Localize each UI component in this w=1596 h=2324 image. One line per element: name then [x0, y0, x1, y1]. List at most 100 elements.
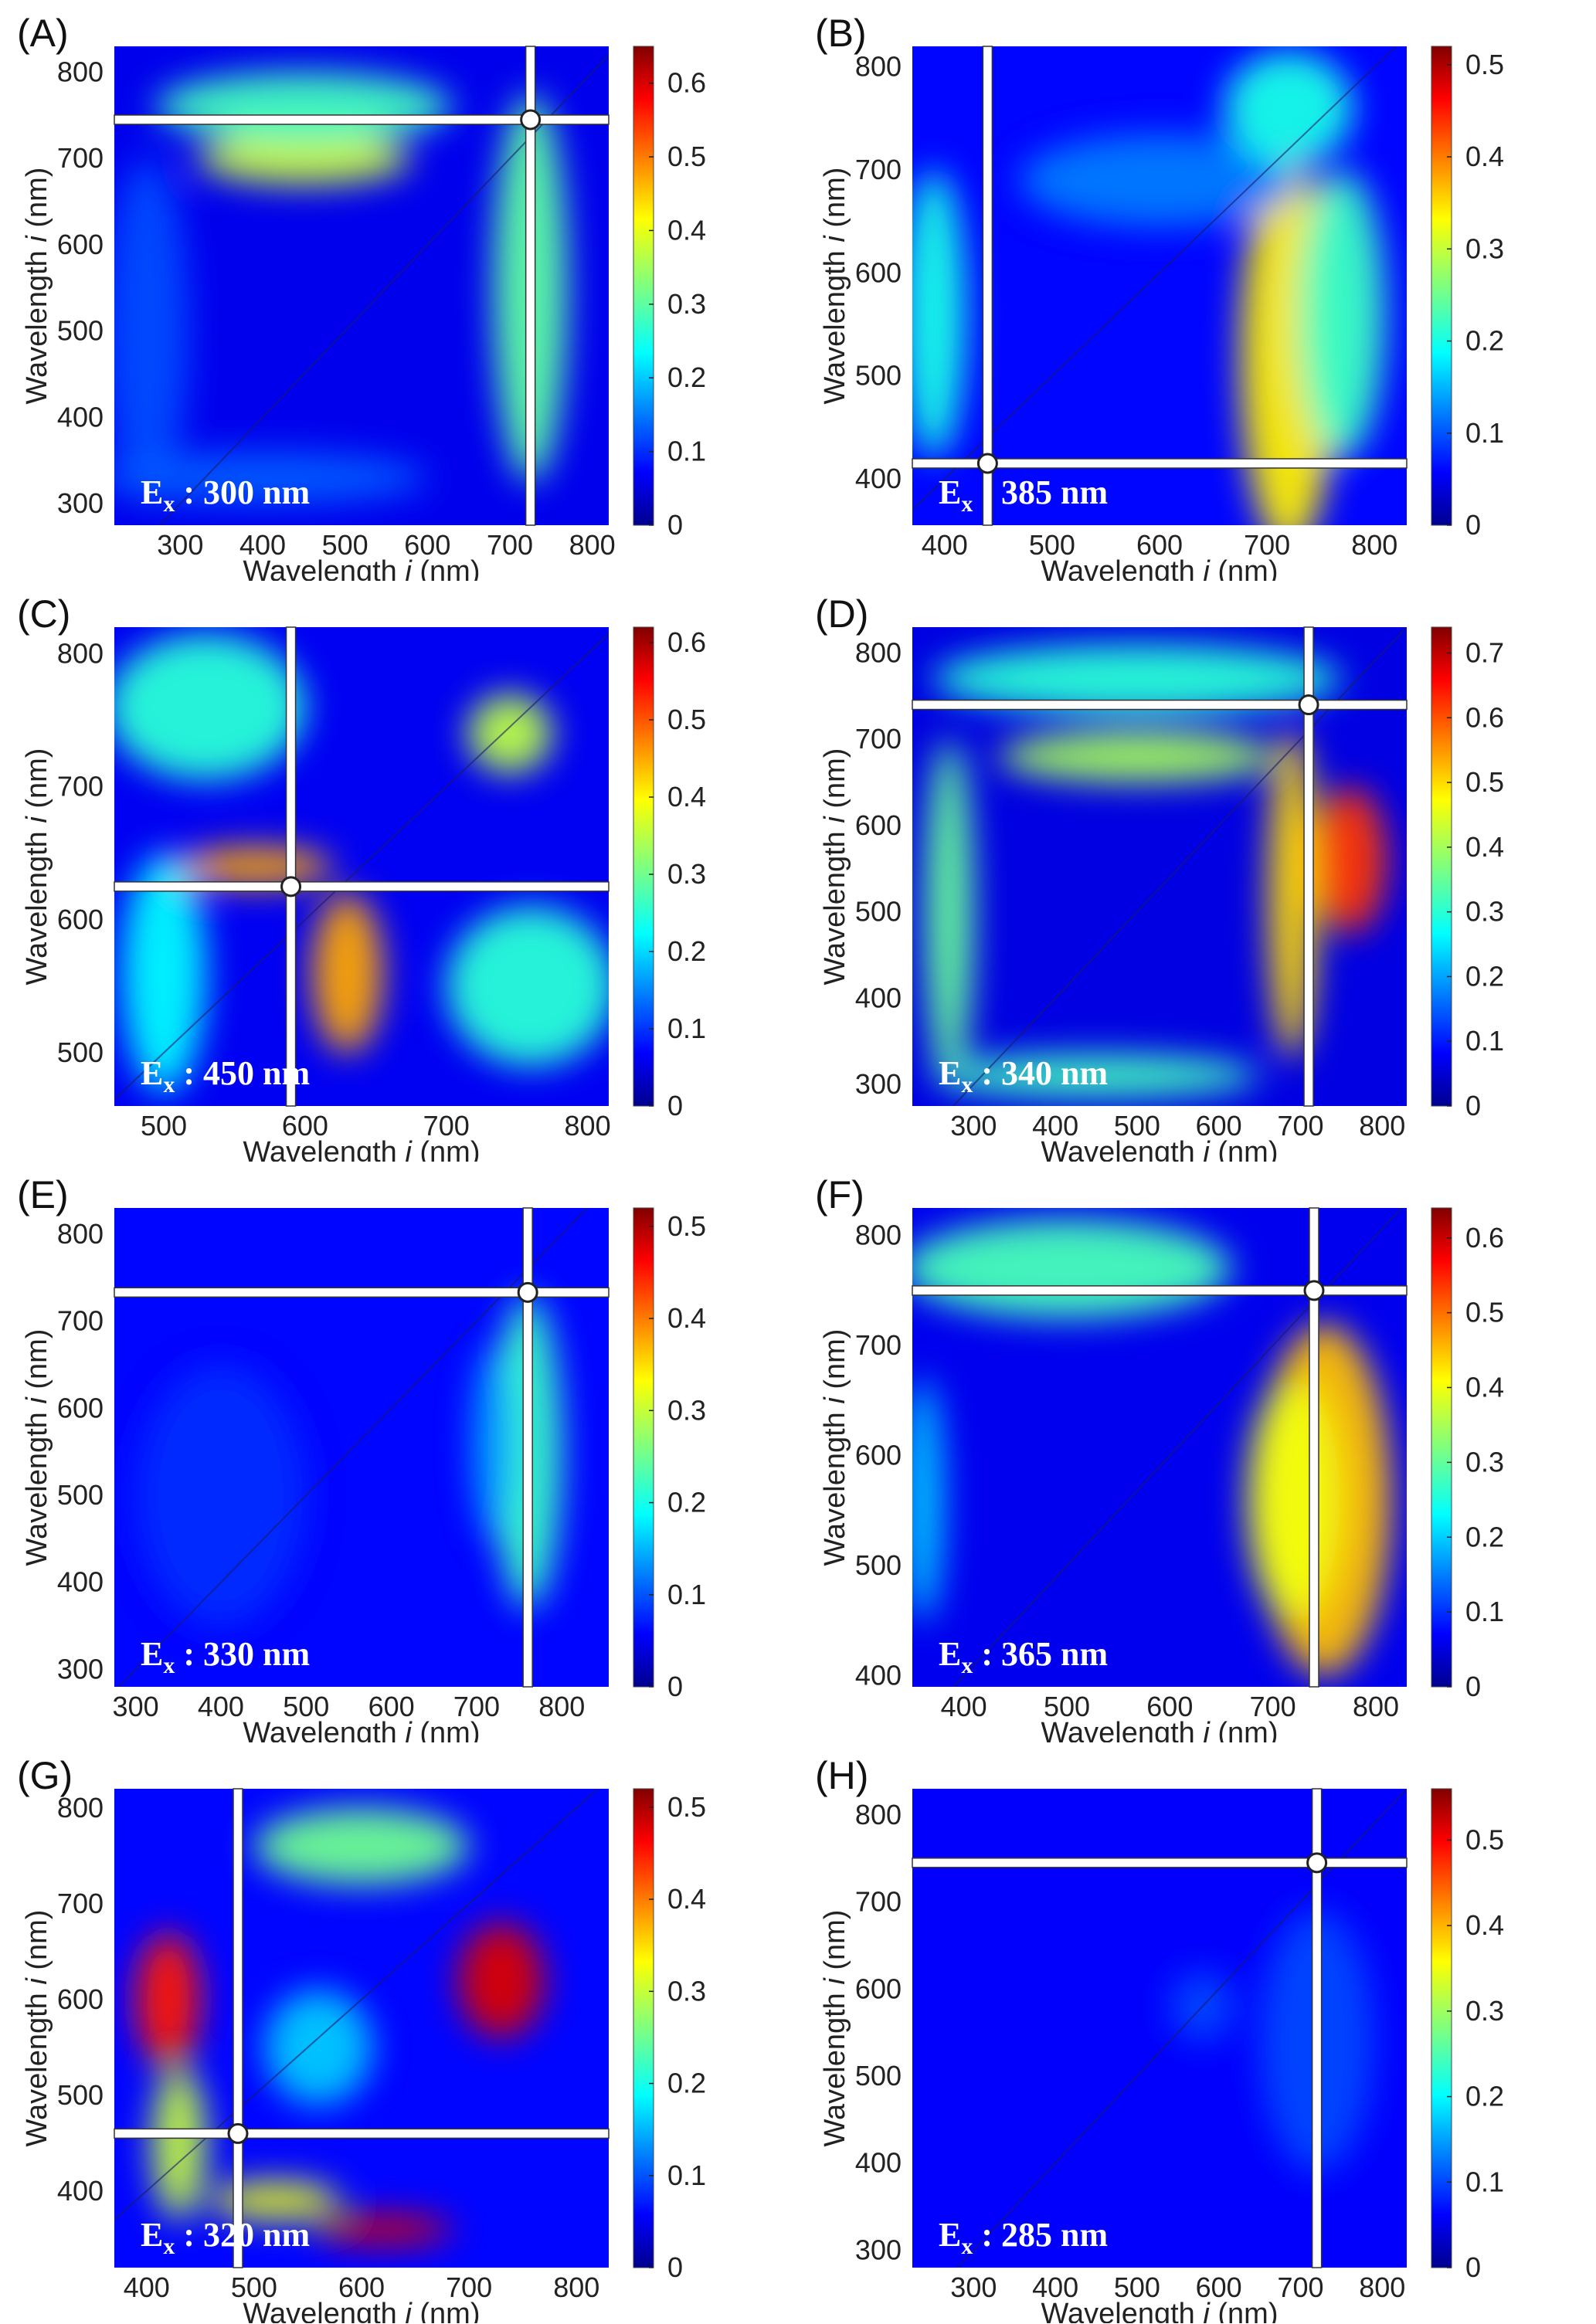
colorbar-tick-label: 0.1: [667, 1013, 706, 1044]
crosshair-vertical: [233, 1788, 243, 2268]
y-tick-label: 700: [855, 723, 902, 755]
colorbar: [1431, 626, 1452, 1107]
y-tick-label: 500: [855, 2060, 902, 2092]
heatmap-feature: [458, 1922, 545, 2038]
x-tick-label: 600: [404, 529, 450, 561]
y-axis-label: Wavelength i (nm): [21, 1329, 53, 1566]
y-tick-label: 500: [855, 1549, 902, 1581]
crosshair-horizontal: [912, 1858, 1408, 1868]
colorbar: [1431, 1788, 1452, 2268]
heatmap-feature: [135, 1364, 307, 1627]
heatmap-feature: [1247, 1378, 1340, 1621]
colorbar-tick-label: 0.5: [1465, 49, 1504, 80]
x-tick-label: 600: [368, 1691, 415, 1722]
panel-c: (C) Ex : 450 nm 500 600 700 800 500 600 700 800 Wa…: [0, 581, 798, 1162]
heatmap-feature: [998, 731, 1276, 783]
x-tick-label: 600: [338, 2271, 385, 2303]
colorbar-tick-label: 0.4: [667, 1883, 706, 1915]
x-tick-label: 800: [565, 1110, 611, 1142]
x-tick-label: 700: [487, 529, 533, 561]
y-tick-label: 400: [855, 2147, 902, 2179]
x-axis-label: Wavelength j (nm): [243, 2298, 480, 2323]
excitation-symbol: E: [939, 1635, 961, 1673]
x-tick-label: 800: [1359, 1110, 1405, 1142]
diagonal-line: [956, 1789, 1407, 2268]
excitation-label: Ex : 385 nm: [939, 473, 1108, 517]
excitation-subscript: x: [163, 2234, 175, 2259]
x-tick-label: 800: [553, 2271, 599, 2303]
panel-b: (B) Ex : 385 nm 400 500 600 700 800 400 500 600 70…: [798, 0, 1596, 581]
x-tick-label: 500: [1044, 1691, 1090, 1722]
y-tick-label: 600: [855, 1973, 902, 2004]
x-tick-label: 800: [569, 529, 616, 561]
heatmap-feature: [151, 2066, 206, 2220]
excitation-value: : 365 nm: [973, 1635, 1108, 1673]
panel-label: (H): [815, 1754, 869, 1797]
colorbar-tick-label: 0: [1465, 509, 1481, 541]
y-tick-label: 400: [855, 463, 902, 494]
heatmap-feature: [114, 633, 305, 781]
heatmap-feature: [912, 170, 966, 459]
x-tick-label: 500: [322, 529, 368, 561]
colorbar-tick-label: 0.2: [1465, 960, 1504, 992]
x-tick-label: 400: [239, 529, 286, 561]
colorbar: [633, 1207, 654, 1688]
heatmap-feature: [264, 1990, 372, 2105]
colorbar-tick-label: 0.2: [1465, 2081, 1504, 2112]
heatmap-feature: [211, 2181, 341, 2220]
colorbar-tick-label: 0.1: [667, 1579, 706, 1610]
panel-label: (E): [17, 1173, 69, 1216]
x-tick-label: 700: [453, 1691, 500, 1722]
heatmap-feature: [932, 644, 1342, 714]
y-tick-label: 700: [57, 1305, 104, 1337]
colorbar-tick-label: 0.5: [667, 1791, 706, 1823]
heatmap-feature: [312, 893, 383, 1053]
colorbar-tick-label: 0.4: [1465, 1909, 1504, 1941]
crosshair-vertical: [982, 46, 993, 526]
x-tick-label: 600: [282, 1110, 328, 1142]
colorbar: [633, 626, 654, 1107]
excitation-subscript: x: [961, 1072, 973, 1098]
colorbar-tick-label: 0.3: [667, 858, 706, 890]
colorbar-tick-label: 0.1: [1465, 417, 1504, 449]
colorbar-tick-label: 0.2: [667, 361, 706, 393]
excitation-subscript: x: [163, 491, 175, 517]
y-tick-label: 600: [855, 1440, 902, 1471]
colorbar-tick-label: 0.3: [1465, 1446, 1504, 1478]
crosshair-point: [517, 1281, 538, 1303]
colorbar-tick-label: 0.3: [667, 288, 706, 320]
panel-label: (B): [815, 12, 867, 55]
y-tick-label: 500: [57, 2079, 104, 2111]
colorbar-tick-label: 0.4: [1465, 1372, 1504, 1403]
crosshair-point: [1298, 694, 1319, 716]
x-axis-label: Wavelength j (nm): [1041, 1136, 1278, 1162]
colorbar-tick-label: 0.3: [667, 1975, 706, 2007]
diagonal-line: [114, 1789, 599, 2221]
x-axis-label: Wavelength j (nm): [1041, 2298, 1278, 2323]
x-tick-label: 800: [1353, 1691, 1399, 1722]
heatmap-feature: [253, 1807, 470, 1885]
x-tick-label: 500: [1029, 529, 1075, 561]
y-tick-label: 400: [57, 401, 104, 433]
colorbar: [633, 1788, 654, 2268]
colorbar-tick-label: 0: [667, 1671, 683, 1702]
excitation-label: Ex : 450 nm: [141, 1054, 310, 1098]
x-tick-label: 400: [124, 2271, 170, 2303]
y-tick-label: 700: [855, 154, 902, 185]
heatmap-feature: [932, 1053, 1260, 1098]
heatmap-feature: [912, 1219, 1232, 1318]
colorbar: [633, 46, 654, 526]
excitation-label: Ex : 340 nm: [939, 1054, 1108, 1098]
colorbar-tick-label: 0.4: [667, 1302, 706, 1334]
y-tick-label: 800: [855, 1220, 902, 1251]
crosshair-vertical: [1311, 1788, 1323, 2268]
y-tick-label: 800: [57, 56, 104, 88]
excitation-subscript: x: [961, 491, 973, 517]
colorbar-tick-label: 0.4: [1465, 831, 1504, 863]
x-tick-label: 600: [1196, 1110, 1242, 1142]
excitation-value: : 385 nm: [973, 473, 1108, 511]
heatmap-feature: [114, 158, 188, 504]
crosshair-point: [280, 876, 302, 897]
panel-d: (D) Ex : 340 nm 300 400 500 600 700 800 300 400 50…: [798, 581, 1596, 1162]
